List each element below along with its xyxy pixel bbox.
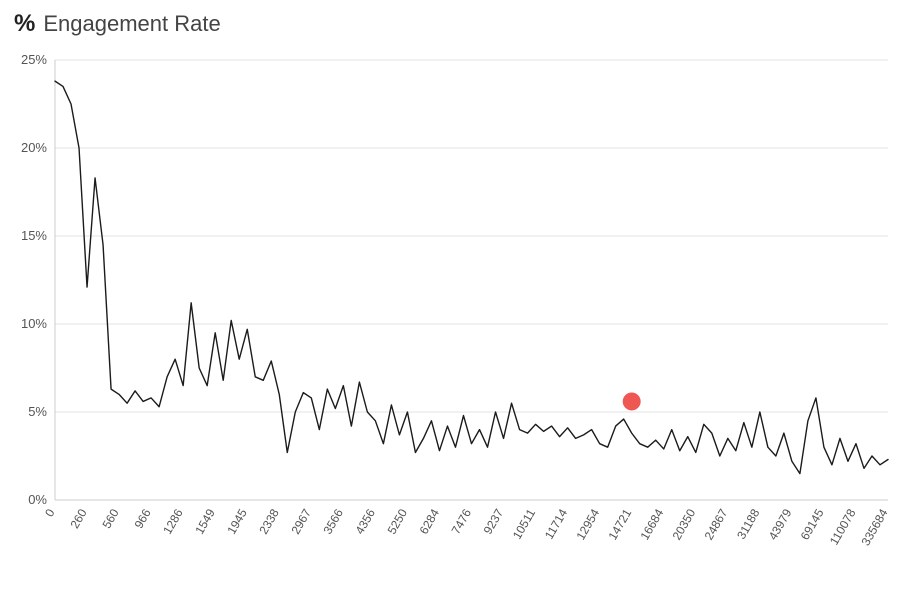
x-tick-label: 7476 [449, 506, 475, 536]
x-tick-label: 69145 [798, 506, 827, 542]
x-tick-label: 24867 [702, 506, 731, 542]
x-tick-label: 10511 [510, 506, 539, 541]
highlight-marker [623, 392, 641, 410]
x-tick-label: 16684 [638, 506, 667, 542]
x-tick-label: 31188 [734, 506, 763, 541]
x-tick-label: 9237 [481, 506, 507, 536]
x-tick-label: 12954 [573, 506, 602, 542]
x-tick-label: 4356 [353, 506, 379, 536]
x-tick-label: 3566 [320, 506, 346, 536]
engagement-rate-chart: 0% 5% 10% 15% 20% 25% 0 260 560 966 12861549194523… [0, 50, 900, 589]
y-tick-label: 15% [21, 228, 47, 243]
y-tick-label: 25% [21, 52, 47, 67]
percent-icon: % [14, 10, 35, 38]
x-tick-label: 966 [132, 506, 154, 531]
x-tick-label: 335684 [858, 506, 890, 548]
x-tick-label: 1286 [160, 506, 186, 536]
x-tick-label: 560 [100, 506, 122, 531]
y-tick-label: 10% [21, 316, 47, 331]
x-tick-label: 0 [42, 506, 58, 519]
x-tick-label: 11714 [542, 506, 571, 541]
engagement-line [55, 81, 888, 473]
x-tick-label: 2967 [288, 506, 314, 536]
chart-title-label: Engagement Rate [43, 11, 220, 37]
x-tick-label: 5250 [385, 506, 411, 536]
x-tick-label: 20350 [670, 506, 699, 542]
y-tick-label: 0% [28, 492, 47, 507]
x-tick-label: 260 [67, 506, 89, 531]
x-tick-label: 14721 [605, 506, 634, 542]
x-tick-label: 1945 [224, 506, 250, 536]
y-tick-label: 20% [21, 140, 47, 155]
chart-svg: 0% 5% 10% 15% 20% 25% 0 260 560 966 12861549194523… [0, 50, 900, 589]
x-tick-label: 110078 [827, 506, 859, 547]
x-tick-label: 1549 [192, 506, 218, 536]
y-tick-label: 5% [28, 404, 47, 419]
x-tick-label: 2338 [256, 506, 282, 536]
x-tick-label: 43979 [766, 506, 795, 542]
x-tick-label: 6284 [417, 506, 443, 536]
chart-title: % Engagement Rate [0, 0, 900, 38]
